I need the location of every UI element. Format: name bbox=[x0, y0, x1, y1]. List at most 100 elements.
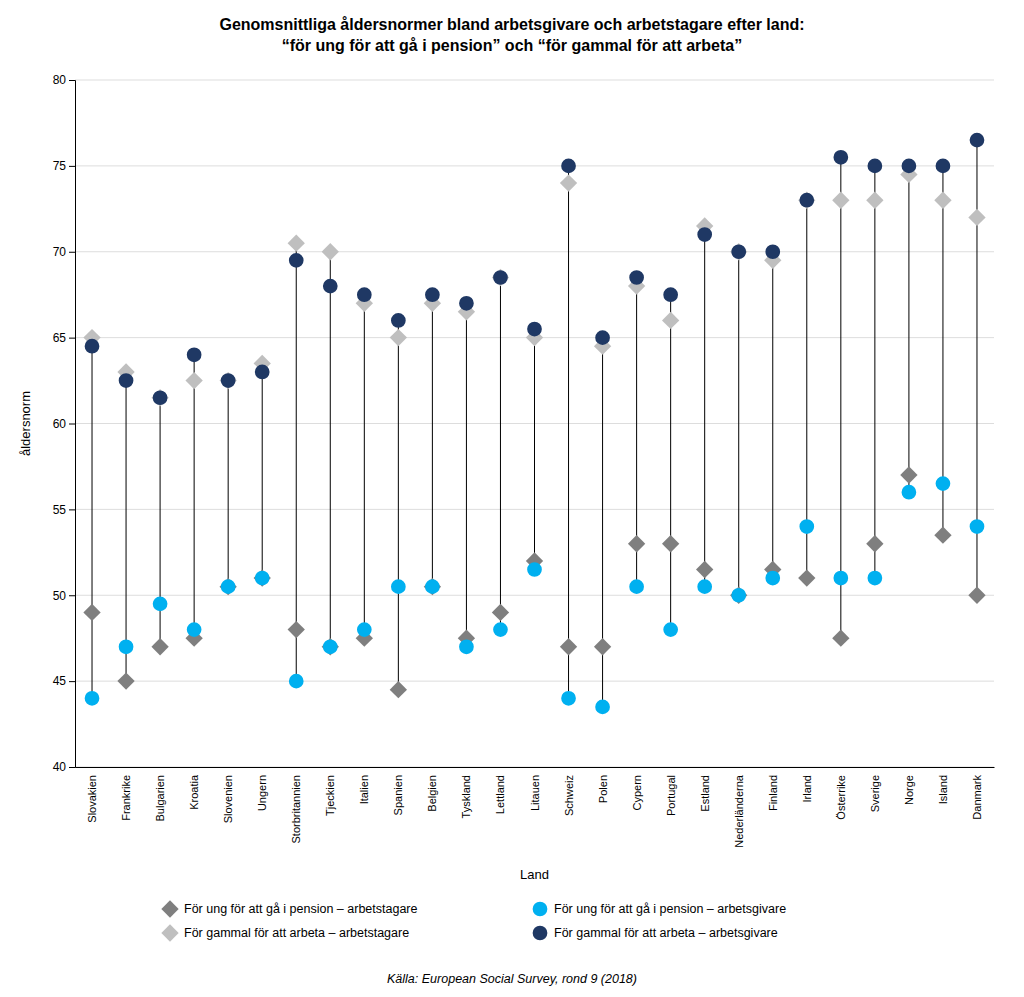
range-line bbox=[296, 243, 297, 681]
tick: Estland bbox=[699, 775, 711, 812]
tick: Norge bbox=[903, 775, 915, 805]
legend-symbol bbox=[533, 926, 548, 941]
point bbox=[934, 192, 951, 209]
tick: Lettland bbox=[494, 775, 506, 814]
tick-label: Storbritannien bbox=[290, 775, 302, 844]
tick-label: Spanien bbox=[392, 775, 404, 815]
point bbox=[730, 587, 747, 604]
range-line bbox=[568, 166, 569, 698]
range-line bbox=[228, 381, 229, 587]
tick-label: Estland bbox=[699, 775, 711, 812]
tick: Bulgarien bbox=[154, 775, 166, 821]
point bbox=[561, 159, 576, 174]
tick-label: Irland bbox=[801, 775, 813, 803]
tick: Polen bbox=[597, 775, 609, 803]
point bbox=[187, 622, 202, 637]
grid bbox=[75, 80, 994, 767]
point bbox=[799, 519, 814, 534]
point bbox=[866, 535, 883, 552]
point bbox=[970, 133, 985, 148]
tick-label: 40 bbox=[53, 760, 67, 774]
point bbox=[731, 244, 746, 259]
title-line: “för ung för att gå i pension” och “för … bbox=[282, 37, 742, 54]
point bbox=[459, 639, 474, 654]
range-line bbox=[874, 166, 875, 578]
tick: Storbritannien bbox=[290, 775, 302, 844]
point bbox=[357, 287, 372, 302]
tick-label: Tyskland bbox=[460, 775, 472, 818]
tick: 45 bbox=[53, 674, 75, 688]
tick-label: Bulgarien bbox=[154, 775, 166, 821]
point bbox=[220, 372, 237, 389]
tick-label: Lettland bbox=[494, 775, 506, 814]
point bbox=[936, 476, 951, 491]
point bbox=[187, 347, 202, 362]
tick-label: Italien bbox=[358, 775, 370, 804]
range-line bbox=[908, 166, 909, 492]
tick-label: Schweiz bbox=[563, 775, 575, 816]
series bbox=[85, 476, 985, 714]
tick-label: Island bbox=[937, 775, 949, 804]
point bbox=[628, 535, 645, 552]
chart: 404550556065707580SlovakienFrankrikeBulg… bbox=[0, 0, 1024, 997]
tick: Slovakien bbox=[86, 775, 98, 823]
tick-label: Portugal bbox=[665, 775, 677, 816]
tick-label: Slovenien bbox=[222, 775, 234, 823]
tick-mark bbox=[69, 252, 75, 253]
tick: Sverige bbox=[869, 775, 881, 812]
tick-label: 60 bbox=[53, 417, 67, 431]
point bbox=[832, 630, 849, 647]
point bbox=[970, 519, 985, 534]
source: Källa: European Social Survey, rond 9 (2… bbox=[387, 972, 637, 986]
tick: Frankrike bbox=[120, 775, 132, 821]
tick: Belgien bbox=[426, 775, 438, 812]
point bbox=[390, 681, 407, 698]
grid-line bbox=[75, 80, 994, 81]
point bbox=[730, 243, 747, 260]
point bbox=[390, 329, 407, 346]
point bbox=[902, 159, 917, 174]
point bbox=[696, 561, 713, 578]
tick-label: Sverige bbox=[869, 775, 881, 812]
range-line bbox=[194, 355, 195, 638]
grid-line bbox=[75, 681, 994, 682]
range-line bbox=[534, 329, 535, 569]
legend-symbol bbox=[161, 900, 178, 917]
range-line bbox=[500, 278, 501, 630]
tick: Kroatia bbox=[188, 774, 200, 810]
point bbox=[594, 638, 611, 655]
point bbox=[663, 622, 678, 637]
point bbox=[288, 621, 305, 638]
legend-label: För ung för att gå i pension – arbetsgiv… bbox=[554, 902, 786, 916]
tick-mark bbox=[69, 509, 75, 510]
tick-label: Tjeckien bbox=[324, 775, 336, 816]
point bbox=[595, 330, 610, 345]
tick-label: Österrike bbox=[835, 775, 847, 820]
tick-label: Frankrike bbox=[120, 775, 132, 821]
range-line bbox=[840, 157, 841, 638]
tick-label: Danmark bbox=[971, 775, 983, 820]
point bbox=[527, 322, 542, 337]
tick-mark bbox=[69, 681, 75, 682]
point bbox=[527, 562, 542, 577]
point bbox=[493, 270, 508, 285]
point bbox=[391, 313, 406, 328]
tick: Portugal bbox=[665, 775, 677, 816]
tick: 60 bbox=[53, 417, 75, 431]
tick: Tjeckien bbox=[324, 775, 336, 816]
range-line bbox=[262, 363, 263, 578]
x-axis: Slovakien Frankrike Bulgarien Kroatia Sloven… bbox=[76, 768, 995, 848]
range-line bbox=[772, 252, 773, 578]
tick: Slovenien bbox=[222, 775, 234, 823]
range-line bbox=[466, 303, 467, 647]
point bbox=[833, 571, 848, 586]
tick: Cypern bbox=[631, 775, 643, 810]
tick-mark bbox=[69, 424, 75, 425]
point bbox=[323, 279, 338, 294]
point bbox=[153, 390, 168, 405]
point bbox=[662, 312, 679, 329]
tick-mark bbox=[69, 338, 75, 339]
point bbox=[221, 373, 236, 388]
tick: Tyskland bbox=[460, 775, 472, 818]
point bbox=[866, 192, 883, 209]
